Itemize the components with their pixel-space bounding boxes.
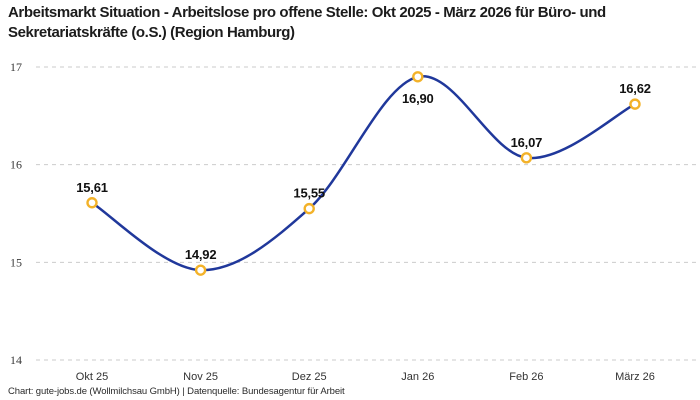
- data-point-label: 14,92: [185, 247, 217, 262]
- x-tick-label: Nov 25: [183, 371, 218, 383]
- y-tick-label: 16: [10, 158, 22, 172]
- data-point-label: 15,55: [293, 186, 325, 201]
- series-line: [90, 75, 637, 272]
- y-tick-label: 17: [10, 60, 22, 74]
- x-tick-label: Jan 26: [401, 371, 434, 383]
- y-tick-label: 14: [10, 353, 22, 367]
- x-tick-label: Feb 26: [509, 371, 543, 383]
- chart-credit: Chart: gute-jobs.de (Wollmilchsau GmbH) …: [8, 386, 345, 397]
- data-point-marker[interactable]: [303, 202, 315, 215]
- chart-title: Arbeitsmarkt Situation - Arbeitslose pro…: [8, 4, 606, 41]
- data-point-marker[interactable]: [412, 71, 424, 83]
- data-point-marker[interactable]: [629, 98, 641, 110]
- data-point-label: 16,90: [402, 91, 434, 106]
- data-point-marker[interactable]: [86, 197, 98, 209]
- x-tick-label: Dez 25: [292, 371, 327, 383]
- data-point-label: 15,61: [76, 180, 108, 195]
- data-point-marker[interactable]: [520, 152, 533, 164]
- data-point-label: 16,07: [511, 135, 543, 150]
- x-tick-label: Okt 25: [76, 371, 108, 383]
- data-point-marker[interactable]: [194, 264, 207, 276]
- data-point-label: 16,62: [619, 81, 651, 96]
- y-tick-label: 15: [10, 255, 22, 269]
- x-tick-label: März 26: [615, 371, 655, 383]
